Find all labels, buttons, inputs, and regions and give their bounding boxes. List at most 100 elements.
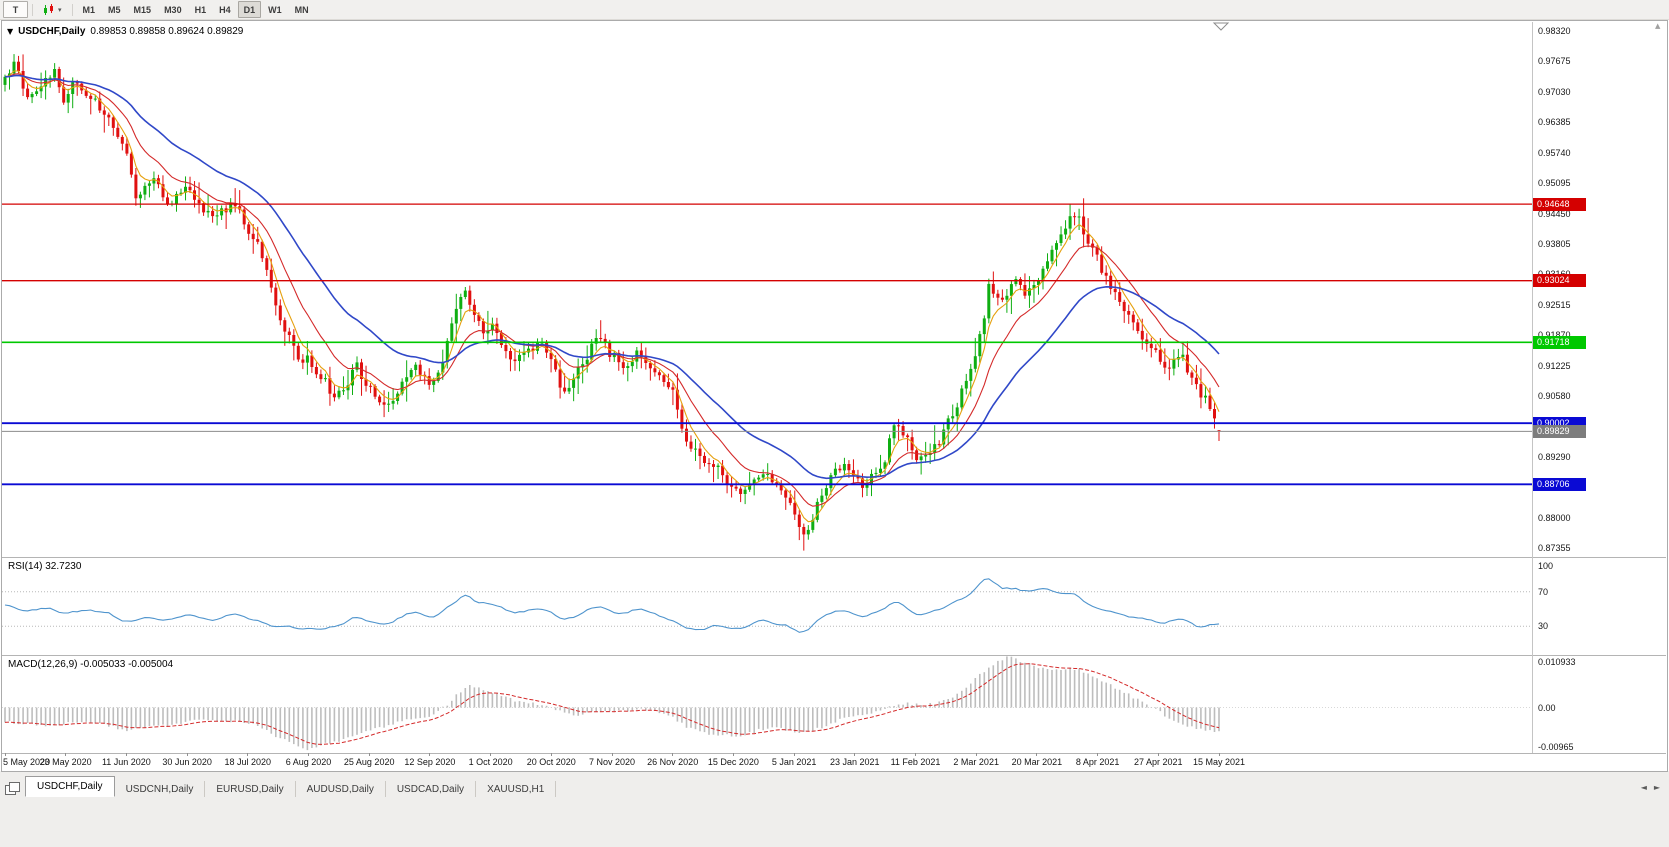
timeframe-button-w1[interactable]: W1 bbox=[268, 4, 282, 15]
timeframe-button-m5[interactable]: M5 bbox=[108, 4, 121, 15]
price-axis-label: 0.89290 bbox=[1538, 451, 1571, 462]
macd-title: MACD(12,26,9) bbox=[8, 659, 78, 670]
date-tick bbox=[1157, 753, 1159, 756]
timeframe-button-h4[interactable]: H4 bbox=[219, 4, 231, 15]
price-axis[interactable]: 0.98320 0.97675 0.97030 0.96385 0.95740 0.950… bbox=[1533, 22, 1667, 557]
rsi-indicator-canvas[interactable] bbox=[2, 558, 1533, 654]
symbol-dropdown-arrow-icon[interactable]: ▼ bbox=[7, 27, 14, 36]
date-tick bbox=[672, 753, 674, 756]
date-tick bbox=[975, 753, 977, 756]
price-axis-label: 0.97030 bbox=[1538, 86, 1571, 97]
toolbar-separator bbox=[32, 3, 33, 16]
price-axis-label: 0.87355 bbox=[1538, 543, 1571, 553]
chart-tab-usdcnh[interactable]: USDCNH,Daily bbox=[115, 781, 206, 797]
date-tick bbox=[915, 753, 916, 756]
chart-tab-audusd[interactable]: AUDUSD,Daily bbox=[296, 781, 386, 797]
rsi-title: RSI(14) bbox=[8, 561, 43, 572]
window-list-icon[interactable] bbox=[5, 782, 20, 795]
date-tick bbox=[1036, 753, 1038, 756]
price-chart-canvas[interactable] bbox=[2, 22, 1533, 557]
rsi-panel-separator[interactable] bbox=[2, 557, 1666, 558]
price-axis-label: 0.91870 bbox=[1538, 330, 1571, 340]
candlestick-chart-icon bbox=[44, 3, 53, 15]
scroll-up-icon[interactable]: ▲ bbox=[1655, 22, 1661, 30]
price-tag: 0.93024 bbox=[1533, 274, 1586, 288]
price-axis-label: 0.95740 bbox=[1538, 147, 1571, 158]
macd-indicator-canvas[interactable] bbox=[2, 656, 1533, 753]
time-axis-separator bbox=[2, 753, 1666, 754]
timeframe-button-h1[interactable]: H1 bbox=[194, 4, 207, 15]
timeframe-button-m15[interactable]: M15 bbox=[133, 4, 152, 15]
date-tick bbox=[611, 753, 613, 756]
date-label: 20 Mar 2021 bbox=[1011, 757, 1063, 767]
price-tag: 0.94648 bbox=[1533, 197, 1586, 211]
date-tick bbox=[125, 753, 127, 756]
timeframe-button-m1[interactable]: M1 bbox=[82, 4, 96, 15]
date-label: 30 Jun 2020 bbox=[162, 757, 212, 767]
rsi-axis[interactable]: 100 70 30 bbox=[1533, 558, 1667, 654]
chart-tab-eurusd[interactable]: EURUSD,Daily bbox=[205, 781, 296, 797]
date-tick bbox=[186, 753, 188, 756]
date-label: 1 Oct 2020 bbox=[468, 757, 513, 767]
date-label: 7 Nov 2020 bbox=[588, 757, 636, 767]
date-tick bbox=[368, 753, 370, 756]
macd-axis-label: 0.00 bbox=[1538, 702, 1556, 713]
date-tick bbox=[550, 753, 552, 756]
date-tick bbox=[490, 753, 492, 756]
timeframe-toolbar: T ▾ M1 M5 M15 M30 H1 H4 D1 W1 MN bbox=[0, 0, 1669, 20]
date-tick bbox=[732, 753, 734, 756]
date-tick bbox=[65, 753, 67, 756]
date-label: 23 May 2020 bbox=[39, 757, 92, 767]
chart-tab-usdchf[interactable]: USDCHF,Daily bbox=[25, 776, 115, 797]
rsi-axis-label: 100 bbox=[1538, 561, 1554, 571]
price-tag: 0.89829 bbox=[1533, 424, 1586, 438]
date-label: 2 Mar 2021 bbox=[953, 757, 999, 767]
date-tick bbox=[308, 753, 309, 756]
chart-tab-xauusd[interactable]: XAUUSD,H1 bbox=[476, 781, 557, 797]
date-label: 11 Jun 2020 bbox=[101, 757, 151, 767]
date-label: 20 Oct 2020 bbox=[526, 757, 576, 767]
date-tick bbox=[1218, 753, 1220, 756]
price-axis-label: 0.91225 bbox=[1538, 360, 1571, 371]
date-label: 18 Jul 2020 bbox=[224, 757, 272, 767]
chart-tab-bar: USDCHF,Daily USDCNH,Daily EURUSD,Daily AUDU… bbox=[0, 776, 557, 797]
chart-symbol-label: USDCHF,Daily bbox=[18, 26, 86, 37]
price-axis-label: 0.96385 bbox=[1538, 117, 1571, 128]
price-tag: 0.88706 bbox=[1533, 477, 1586, 491]
macd-label: MACD(12,26,9) -0.005033 -0.005004 bbox=[8, 659, 173, 670]
date-label: 15 Dec 2020 bbox=[707, 757, 759, 767]
date-label: 27 Apr 2021 bbox=[1134, 757, 1183, 767]
chart-type-dropdown-button[interactable]: ▾ bbox=[37, 1, 68, 18]
time-axis[interactable]: 5 May 2020 23 May 2020 11 Jun 2020 30 Jun 2… bbox=[0, 753, 1669, 770]
macd-axis[interactable]: 0.010933 0.00 -0.00965 bbox=[1533, 656, 1667, 753]
date-tick bbox=[4, 753, 6, 756]
price-tag: 0.91718 bbox=[1533, 335, 1586, 349]
chart-tabs: USDCHF,Daily USDCNH,Daily EURUSD,Daily AUDU… bbox=[25, 776, 557, 797]
timeframe-button-m30[interactable]: M30 bbox=[164, 4, 182, 15]
macd-panel-separator[interactable] bbox=[2, 655, 1666, 656]
date-label: 26 Nov 2020 bbox=[647, 757, 699, 767]
timeframe-button-mn[interactable]: MN bbox=[294, 4, 309, 15]
date-label: 12 Sep 2020 bbox=[404, 757, 456, 767]
date-label: 8 Apr 2021 bbox=[1075, 757, 1120, 767]
price-axis-label: 0.97675 bbox=[1538, 56, 1571, 67]
chevron-down-icon: ▾ bbox=[58, 5, 62, 14]
date-tick bbox=[1097, 753, 1099, 756]
bottom-bar: USDCHF,Daily USDCNH,Daily EURUSD,Daily AUDU… bbox=[0, 771, 1669, 847]
date-tick bbox=[429, 753, 431, 756]
chart-title: ▼ USDCHF,Daily 0.89853 0.89858 0.89624 0… bbox=[7, 26, 243, 37]
tab-scroll-right-icon[interactable]: ► bbox=[1653, 783, 1660, 792]
tab-scroll-left-icon[interactable]: ◄ bbox=[1640, 783, 1647, 792]
macd-axis-label: 0.010933 bbox=[1538, 657, 1576, 667]
axis-vertical-separator bbox=[1532, 22, 1533, 753]
price-axis-label: 0.95095 bbox=[1538, 178, 1571, 189]
date-label: 5 May 2020 bbox=[3, 757, 51, 767]
chart-tab-usdcad[interactable]: USDCAD,Daily bbox=[386, 781, 477, 797]
ohlc-readout: 0.89853 0.89858 0.89624 0.89829 bbox=[90, 26, 244, 37]
rsi-axis-label: 30 bbox=[1538, 621, 1549, 632]
date-label: 11 Feb 2021 bbox=[890, 757, 941, 767]
price-axis-label: 0.92515 bbox=[1538, 299, 1571, 310]
timeframe-button-d1[interactable]: D1 bbox=[237, 1, 262, 18]
templates-button[interactable]: T bbox=[3, 1, 28, 18]
toolbar-separator bbox=[71, 3, 73, 16]
